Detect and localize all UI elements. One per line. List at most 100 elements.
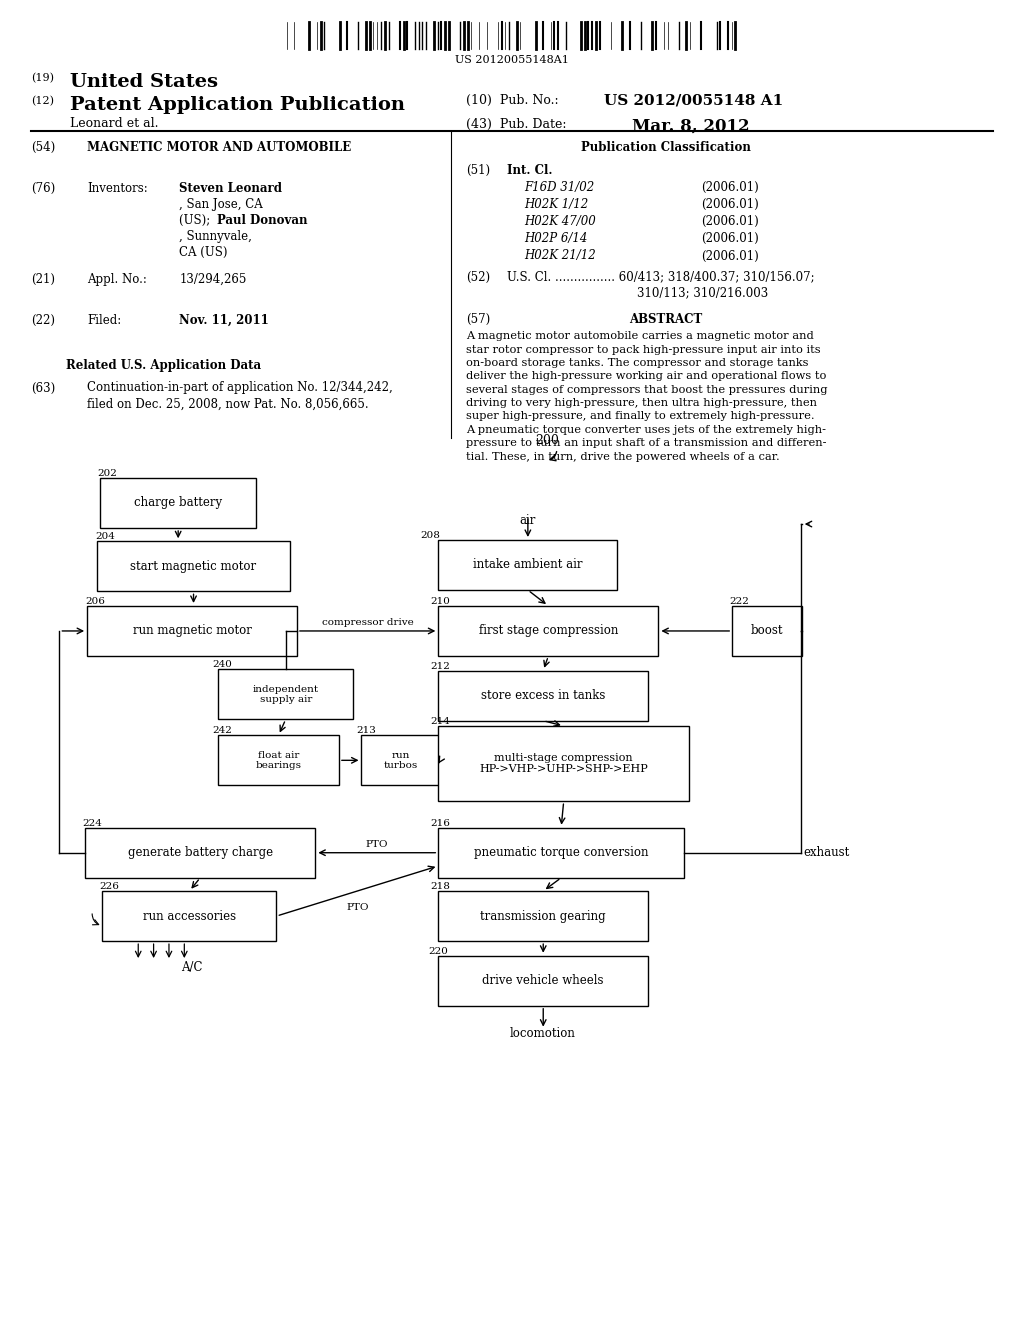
Text: U.S. Cl. ................ 60/413; 318/400.37; 310/156.07;: U.S. Cl. ................ 60/413; 318/40… <box>507 271 814 284</box>
Text: 213: 213 <box>356 726 376 735</box>
Text: air: air <box>519 513 536 527</box>
Text: 218: 218 <box>430 882 450 891</box>
Text: 310/113; 310/216.003: 310/113; 310/216.003 <box>637 286 768 300</box>
Bar <box>438 891 648 941</box>
Text: H02K 47/00: H02K 47/00 <box>524 215 596 228</box>
Text: (54): (54) <box>31 141 55 154</box>
Text: 202: 202 <box>97 469 117 478</box>
Text: (76): (76) <box>31 182 55 195</box>
Text: MAGNETIC MOTOR AND AUTOMOBILE: MAGNETIC MOTOR AND AUTOMOBILE <box>87 141 351 154</box>
Text: intake ambient air: intake ambient air <box>473 558 583 572</box>
Text: (51): (51) <box>466 164 490 177</box>
Text: (21): (21) <box>31 273 54 286</box>
Text: boost: boost <box>751 624 783 638</box>
Text: PTO: PTO <box>366 840 388 849</box>
Text: , Sunnyvale,: , Sunnyvale, <box>179 230 252 243</box>
Text: 200: 200 <box>536 434 559 447</box>
Text: Nov. 11, 2011: Nov. 11, 2011 <box>179 314 269 327</box>
Text: (63): (63) <box>31 381 55 395</box>
Text: 208: 208 <box>420 531 439 540</box>
Text: Related U.S. Application Data: Related U.S. Application Data <box>67 359 261 372</box>
Text: 206: 206 <box>85 597 104 606</box>
Text: 214: 214 <box>430 717 450 726</box>
Text: Leonard et al.: Leonard et al. <box>70 117 158 131</box>
Bar <box>102 891 276 941</box>
Text: generate battery charge: generate battery charge <box>128 846 272 859</box>
Text: charge battery: charge battery <box>134 496 222 510</box>
Text: run
turbos: run turbos <box>384 751 418 770</box>
Bar <box>218 669 353 719</box>
Text: multi-stage compression
HP->VHP->UHP->SHP->EHP: multi-stage compression HP->VHP->UHP->SH… <box>479 752 648 775</box>
Text: independent
supply air: independent supply air <box>253 685 318 704</box>
Text: H02K 1/12: H02K 1/12 <box>524 198 589 211</box>
Bar <box>438 540 617 590</box>
Text: 226: 226 <box>99 882 119 891</box>
Text: start magnetic motor: start magnetic motor <box>130 560 257 573</box>
Text: 216: 216 <box>430 818 450 828</box>
Text: PTO: PTO <box>346 903 369 912</box>
Text: 242: 242 <box>212 726 231 735</box>
Bar <box>97 541 290 591</box>
Text: 212: 212 <box>430 661 450 671</box>
Text: 240: 240 <box>212 660 231 669</box>
Text: (22): (22) <box>31 314 54 327</box>
Text: float air
bearings: float air bearings <box>256 751 301 770</box>
Bar <box>100 478 256 528</box>
Bar <box>361 735 440 785</box>
Bar <box>85 828 315 878</box>
Text: H02K 21/12: H02K 21/12 <box>524 249 596 263</box>
Text: US 2012/0055148 A1: US 2012/0055148 A1 <box>604 94 783 108</box>
Text: compressor drive: compressor drive <box>322 618 414 627</box>
Text: first stage compression: first stage compression <box>478 624 618 638</box>
Text: (12): (12) <box>31 96 53 107</box>
Text: (10)  Pub. No.:: (10) Pub. No.: <box>466 94 558 107</box>
Text: 222: 222 <box>729 597 749 606</box>
Text: Inventors:: Inventors: <box>87 182 147 195</box>
Text: F16D 31/02: F16D 31/02 <box>524 181 595 194</box>
Text: drive vehicle wheels: drive vehicle wheels <box>482 974 604 987</box>
Text: pneumatic torque conversion: pneumatic torque conversion <box>474 846 648 859</box>
Bar <box>438 956 648 1006</box>
Bar <box>732 606 802 656</box>
Text: (2006.01): (2006.01) <box>701 215 759 228</box>
Text: 204: 204 <box>95 532 115 541</box>
Text: (2006.01): (2006.01) <box>701 249 759 263</box>
Text: (2006.01): (2006.01) <box>701 232 759 246</box>
Text: CA (US): CA (US) <box>179 246 227 259</box>
Text: Publication Classification: Publication Classification <box>581 141 751 154</box>
Text: Steven Leonard: Steven Leonard <box>179 182 283 195</box>
Text: (2006.01): (2006.01) <box>701 181 759 194</box>
Text: 13/294,265: 13/294,265 <box>179 273 247 286</box>
Text: (19): (19) <box>31 73 53 83</box>
Text: Patent Application Publication: Patent Application Publication <box>70 96 404 115</box>
Text: transmission gearing: transmission gearing <box>480 909 606 923</box>
Text: H02P 6/14: H02P 6/14 <box>524 232 588 246</box>
Text: Paul Donovan: Paul Donovan <box>217 214 307 227</box>
Text: filed on Dec. 25, 2008, now Pat. No. 8,056,665.: filed on Dec. 25, 2008, now Pat. No. 8,0… <box>87 397 369 411</box>
Text: 210: 210 <box>430 597 450 606</box>
Text: A/C: A/C <box>181 961 202 974</box>
Text: Mar. 8, 2012: Mar. 8, 2012 <box>632 117 750 135</box>
Text: , San Jose, CA: , San Jose, CA <box>179 198 263 211</box>
Text: run accessories: run accessories <box>143 909 236 923</box>
Text: (2006.01): (2006.01) <box>701 198 759 211</box>
Bar <box>438 726 689 801</box>
Text: Appl. No.:: Appl. No.: <box>87 273 146 286</box>
Text: (57): (57) <box>466 313 490 326</box>
Bar <box>438 606 658 656</box>
Bar <box>438 828 684 878</box>
Text: exhaust: exhaust <box>804 846 850 859</box>
Text: 224: 224 <box>82 818 101 828</box>
Text: locomotion: locomotion <box>510 1027 575 1040</box>
Text: Int. Cl.: Int. Cl. <box>507 164 552 177</box>
Text: Filed:: Filed: <box>87 314 121 327</box>
Text: (43)  Pub. Date:: (43) Pub. Date: <box>466 117 566 131</box>
Text: ABSTRACT: ABSTRACT <box>629 313 702 326</box>
Text: US 20120055148A1: US 20120055148A1 <box>455 55 569 66</box>
Text: United States: United States <box>70 73 218 91</box>
Text: Continuation-in-part of application No. 12/344,242,: Continuation-in-part of application No. … <box>87 381 393 395</box>
Text: A magnetic motor automobile carries a magnetic motor and
star rotor compressor t: A magnetic motor automobile carries a ma… <box>466 331 827 462</box>
Text: store excess in tanks: store excess in tanks <box>481 689 605 702</box>
Text: (US);: (US); <box>179 214 214 227</box>
Text: 220: 220 <box>428 946 447 956</box>
